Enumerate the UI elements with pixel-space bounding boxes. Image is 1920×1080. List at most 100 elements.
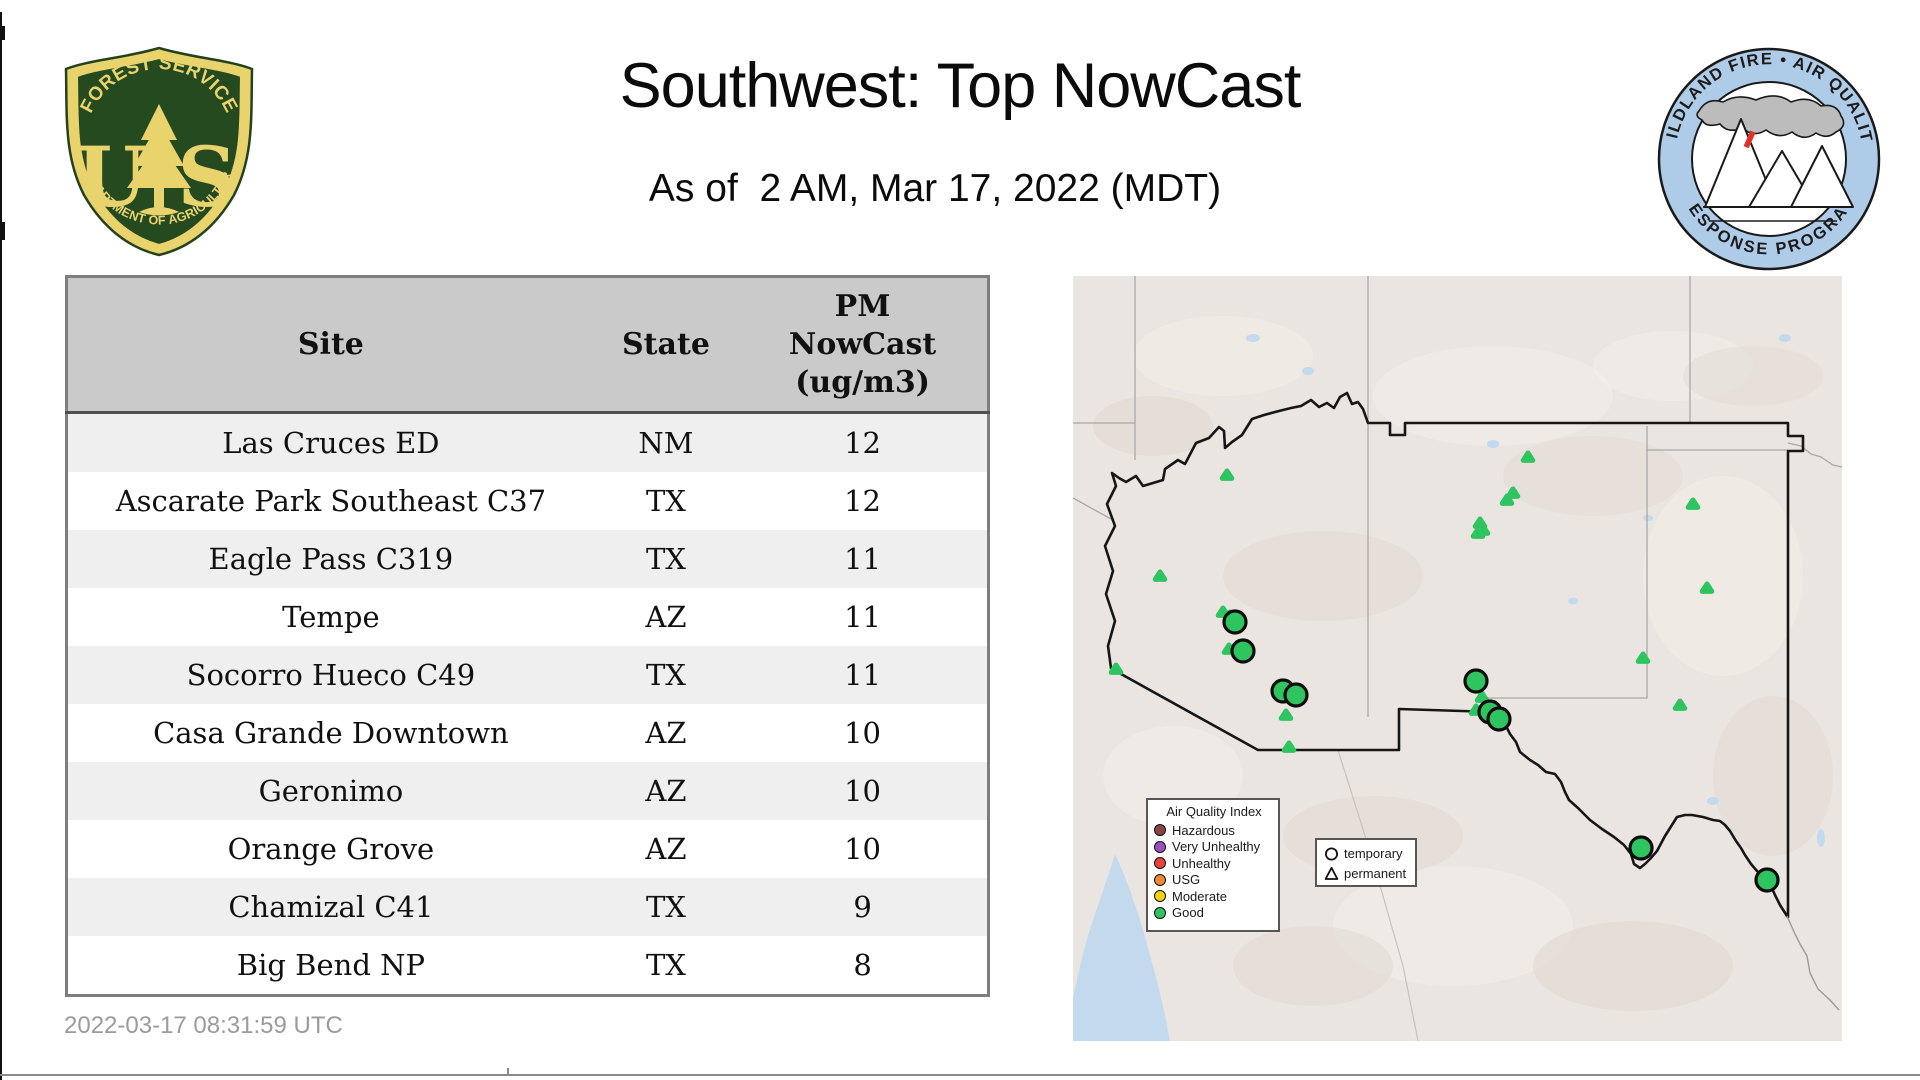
table-row: Ascarate Park Southeast C37 TX 12	[66, 472, 989, 530]
state-cell: TX	[593, 936, 739, 996]
aqi-color-dot-icon	[1154, 873, 1166, 886]
map-canvas	[1073, 276, 1842, 1041]
aqi-item-label: Unhealthy	[1172, 855, 1231, 871]
generated-timestamp: 2022-03-17 08:31:59 UTC	[64, 1012, 343, 1039]
rio-grande-lower	[1786, 915, 1840, 1011]
aqi-item-label: USG	[1172, 872, 1201, 888]
state-border-lines	[1073, 276, 1842, 717]
pm-nowcast-cell: 11	[738, 588, 989, 646]
water-bodies	[1073, 334, 1825, 1041]
aqi-legend-item: Unhealthy	[1154, 855, 1278, 872]
permanent-monitor-marker	[1635, 651, 1651, 664]
state-cell: AZ	[593, 588, 739, 646]
table-header-row: Site State PM NowCast (ug/m3)	[66, 276, 989, 414]
pm-nowcast-cell: 8	[738, 936, 989, 996]
fs-logo-letter-s: S	[177, 130, 236, 226]
site-cell: Las Cruces ED	[66, 412, 594, 472]
permanent-monitor-marker	[1505, 486, 1521, 499]
terrain-shading	[1093, 316, 1833, 1011]
aqi-item-label: Good	[1172, 905, 1204, 921]
aqi-color-dot-icon	[1154, 857, 1166, 870]
bottom-edge-tick	[507, 1068, 509, 1076]
aqi-legend: Air Quality Index Hazardous Very Unhealth…	[1146, 798, 1280, 932]
aqi-color-dot-icon	[1154, 840, 1166, 853]
pm-nowcast-cell: 12	[738, 412, 989, 472]
aqi-color-dot-icon	[1154, 890, 1166, 903]
site-cell: Orange Grove	[66, 820, 594, 878]
mexico-border-line	[1337, 749, 1419, 1041]
temporary-monitor-marker	[1222, 609, 1248, 635]
aqi-color-dot-icon	[1154, 906, 1166, 919]
marker-type-legend: temporary permanent	[1315, 838, 1417, 887]
table-body: Las Cruces ED NM 12 Ascarate Park Southeast…	[66, 412, 989, 996]
state-cell: NM	[593, 412, 739, 472]
table-row: Las Cruces ED NM 12	[66, 412, 989, 472]
permanent-monitor-marker	[1108, 662, 1124, 675]
table-row: Eagle Pass C319 TX 11	[66, 530, 989, 588]
aqi-legend-item: Hazardous	[1154, 822, 1278, 839]
column-header-site: Site	[66, 276, 594, 414]
pine-tree-icon	[127, 104, 191, 216]
site-cell: Ascarate Park Southeast C37	[66, 472, 594, 530]
site-cell: Eagle Pass C319	[66, 530, 594, 588]
pm-nowcast-cell: 12	[738, 472, 989, 530]
permanent-monitor-marker	[1472, 516, 1488, 529]
fire-mark-icon	[1743, 130, 1756, 149]
aqi-legend-item: Good	[1154, 905, 1278, 922]
state-cell: AZ	[593, 820, 739, 878]
aqi-item-label: Moderate	[1172, 888, 1227, 904]
state-cell: TX	[593, 530, 739, 588]
permanent-monitor-marker	[1699, 581, 1715, 594]
temporary-label: temporary	[1344, 845, 1403, 861]
pm-nowcast-cell: 9	[738, 878, 989, 936]
forest-service-logo: FOREST SERVICE DEPARTMENT OF AGRICULTURE…	[55, 44, 254, 257]
state-cell: TX	[593, 878, 739, 936]
state-cell: AZ	[593, 762, 739, 820]
permanent-monitor-marker	[1474, 690, 1490, 703]
left-edge-mark	[0, 26, 5, 40]
state-cell: AZ	[593, 704, 739, 762]
permanent-monitor-marker	[1219, 468, 1235, 481]
temporary-monitor-marker	[1486, 706, 1512, 732]
permanent-monitor-marker	[1685, 497, 1701, 510]
site-cell: Geronimo	[66, 762, 594, 820]
permanent-monitor-marker	[1278, 708, 1294, 721]
monitor-markers	[1108, 450, 1780, 893]
bottom-edge-line	[0, 1074, 1920, 1076]
temporary-monitor-marker	[1754, 867, 1780, 893]
permanent-monitor-marker	[1281, 740, 1297, 753]
site-cell: Big Bend NP	[66, 936, 594, 996]
pm-nowcast-cell: 10	[738, 704, 989, 762]
column-header-pm-nowcast: PM NowCast (ug/m3)	[738, 276, 989, 414]
table-row: Big Bend NP TX 8	[66, 936, 989, 996]
table-row: Tempe AZ 11	[66, 588, 989, 646]
permanent-monitor-marker	[1215, 605, 1231, 618]
temporary-monitor-marker	[1628, 835, 1654, 861]
left-edge-line	[0, 12, 2, 1080]
aqi-color-dot-icon	[1154, 824, 1166, 837]
aqi-legend-title: Air Quality Index	[1166, 804, 1262, 819]
table-row: Socorro Hueco C49 TX 11	[66, 646, 989, 704]
permanent-monitor-marker	[1520, 450, 1536, 463]
temporary-monitor-marker	[1463, 668, 1489, 694]
permanent-triangle-icon	[1324, 866, 1339, 880]
permanent-monitor-marker	[1672, 698, 1688, 711]
table-row: Chamizal C41 TX 9	[66, 878, 989, 936]
site-cell: Casa Grande Downtown	[66, 704, 594, 762]
aqi-legend-item: Moderate	[1154, 888, 1278, 905]
pm-nowcast-cell: 11	[738, 646, 989, 704]
state-cell: TX	[593, 472, 739, 530]
permanent-monitor-marker	[1475, 523, 1491, 536]
smoke-icon	[1696, 95, 1845, 139]
aqi-legend-item: USG	[1154, 872, 1278, 889]
page-subtitle: As of 2 AM, Mar 17, 2022 (MDT)	[648, 167, 1222, 210]
table-row: Geronimo AZ 10	[66, 762, 989, 820]
permanent-monitor-marker	[1499, 493, 1515, 506]
left-edge-mark	[0, 222, 5, 240]
pm-nowcast-cell: 11	[738, 530, 989, 588]
pm-nowcast-cell: 10	[738, 820, 989, 878]
site-cell: Chamizal C41	[66, 878, 594, 936]
site-cell: Tempe	[66, 588, 594, 646]
southwest-monitor-map: Air Quality Index Hazardous Very Unhealth…	[1073, 276, 1842, 1041]
